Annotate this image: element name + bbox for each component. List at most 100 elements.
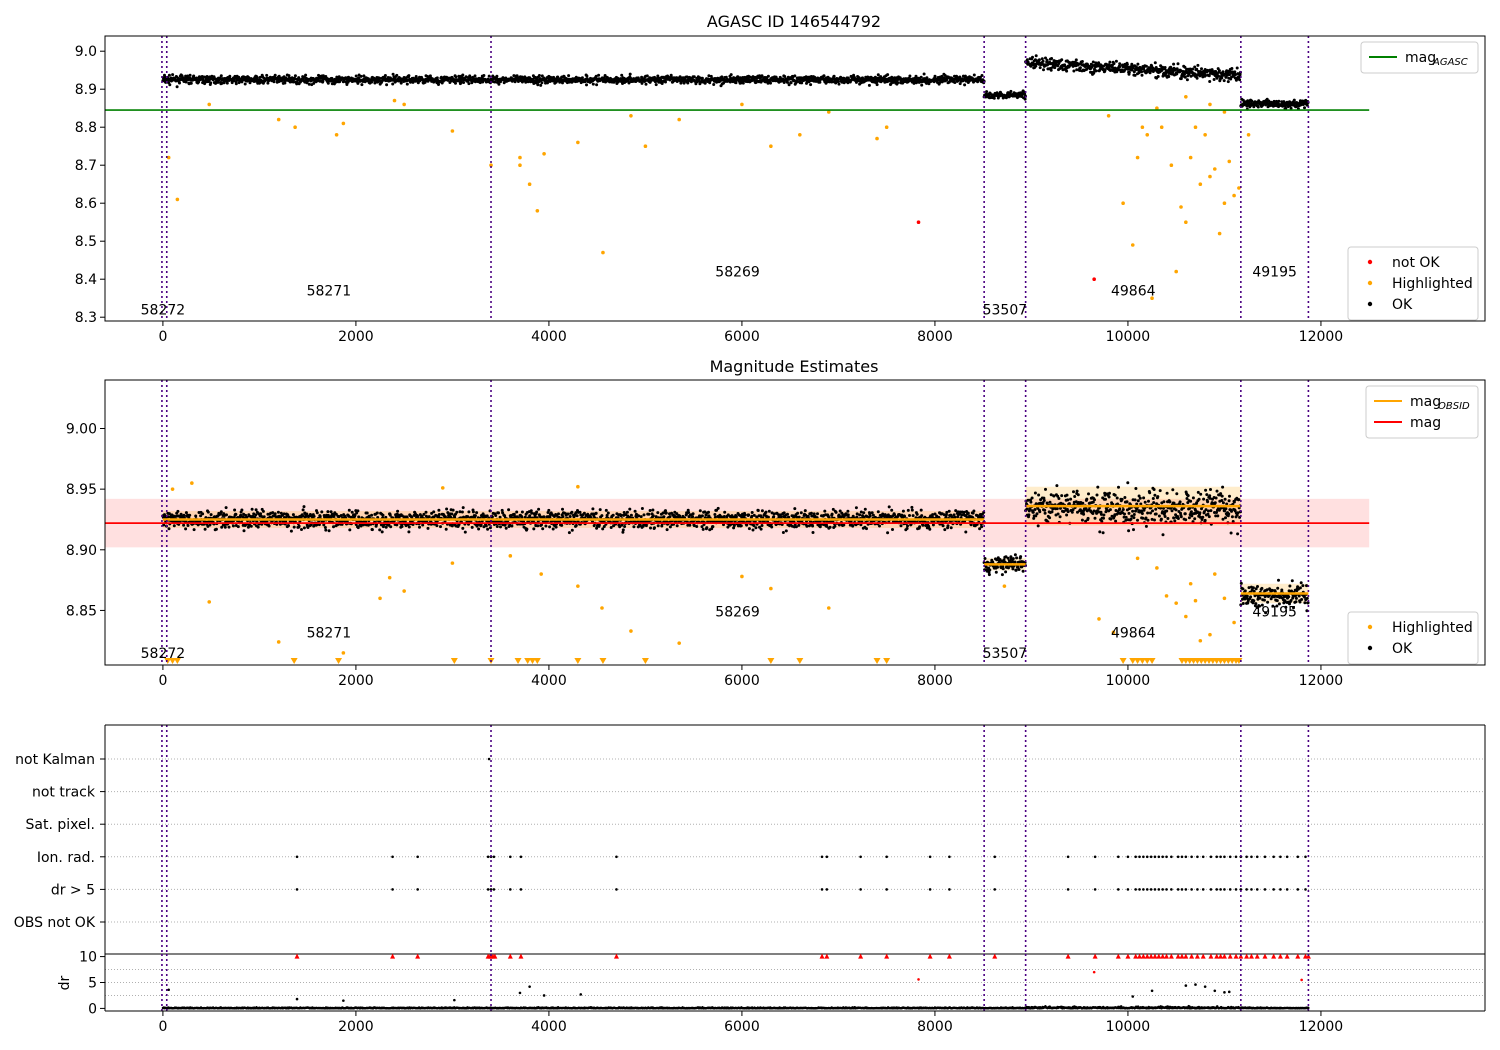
- ok-point: [1044, 56, 1047, 60]
- ok-point: [1153, 61, 1157, 65]
- ok-point: [209, 513, 213, 517]
- ok-point: [389, 525, 393, 529]
- ok-point: [980, 525, 984, 529]
- highlighted-point: [1155, 106, 1159, 110]
- ok-point: [312, 81, 316, 85]
- ok-point: [312, 514, 316, 518]
- ok-point: [273, 512, 277, 516]
- ok-point: [575, 514, 579, 518]
- ok-point: [197, 80, 201, 84]
- ok-point: [350, 510, 354, 514]
- ok-point: [378, 76, 382, 80]
- ok-point: [167, 515, 171, 519]
- ok-point: [362, 74, 366, 78]
- ok-point: [1292, 98, 1296, 102]
- ok-point: [315, 511, 319, 515]
- ok-point: [227, 525, 231, 529]
- ok-point: [384, 515, 388, 519]
- ok-point: [797, 515, 801, 519]
- ok-point: [537, 507, 541, 511]
- ok-point: [255, 76, 259, 80]
- ok-point: [458, 510, 462, 514]
- ok-point: [876, 510, 880, 514]
- ok-point: [789, 81, 793, 85]
- ok-point: [189, 81, 193, 85]
- ok-point: [897, 513, 901, 516]
- ok-point: [752, 524, 756, 528]
- ok-point: [708, 81, 712, 85]
- ok-point: [242, 529, 246, 533]
- ok-point: [332, 525, 335, 529]
- ok-point: [1065, 69, 1069, 73]
- highlighted-point: [1198, 182, 1203, 186]
- ok-point: [531, 74, 535, 78]
- ok-point: [199, 514, 203, 518]
- highlighted-point: [826, 110, 831, 114]
- ok-point: [966, 511, 970, 515]
- ok-point: [906, 524, 909, 528]
- ok-point: [686, 508, 690, 512]
- highlighted-point: [576, 140, 580, 145]
- ok-point: [209, 81, 213, 85]
- highlighted-point: [1222, 201, 1227, 205]
- highlighted-point: [601, 250, 605, 255]
- ok-point: [482, 525, 486, 529]
- highlighted-point: [1212, 167, 1217, 171]
- ok-point: [453, 515, 457, 519]
- ok-point: [407, 525, 411, 529]
- ok-point: [487, 74, 491, 78]
- ok-point: [1104, 62, 1108, 66]
- ok-point: [375, 511, 379, 515]
- ok-point: [427, 515, 431, 519]
- ok-point: [688, 523, 692, 527]
- ok-point: [1200, 67, 1203, 71]
- ok-point: [920, 514, 924, 518]
- ok-point: [713, 515, 717, 519]
- ok-point: [842, 523, 846, 527]
- ok-point: [504, 526, 508, 530]
- ok-point: [1009, 89, 1013, 93]
- ok-point: [1125, 63, 1129, 66]
- ok-point: [1234, 73, 1238, 76]
- ok-point: [1238, 78, 1242, 82]
- ok-point: [675, 524, 679, 528]
- ok-point: [1023, 97, 1027, 101]
- ok-point: [259, 514, 263, 518]
- ok-point: [477, 527, 481, 531]
- ok-point: [1220, 76, 1224, 80]
- panel-title: Magnitude Estimates: [710, 357, 879, 376]
- highlighted-point: [293, 125, 297, 129]
- ok-point: [656, 74, 660, 78]
- ok-point: [253, 515, 257, 519]
- ok-point: [580, 76, 584, 80]
- ok-point: [842, 81, 846, 85]
- ok-point: [1237, 75, 1241, 79]
- ok-point: [862, 511, 866, 515]
- ok-point: [620, 73, 624, 77]
- highlighted-point: [1188, 155, 1193, 160]
- ok-point: [628, 507, 632, 511]
- highlighted-point: [677, 117, 681, 122]
- ok-point: [1163, 66, 1167, 69]
- highlighted-point: [1217, 231, 1222, 236]
- ok-point: [766, 74, 770, 78]
- ok-point: [423, 80, 427, 84]
- ok-point: [653, 526, 656, 530]
- ok-point: [875, 83, 879, 87]
- ok-point: [320, 510, 324, 514]
- highlighted-point: [1203, 133, 1207, 137]
- ok-point: [632, 525, 636, 529]
- ok-point: [825, 524, 829, 528]
- x-tick-label: 8000: [917, 329, 953, 345]
- ok-point: [830, 512, 834, 516]
- ok-point: [879, 75, 883, 79]
- ok-point: [503, 523, 507, 527]
- ok-point: [905, 527, 909, 530]
- ok-point: [556, 75, 560, 79]
- highlighted-point: [542, 152, 546, 156]
- ok-point: [619, 513, 623, 517]
- ok-point: [307, 82, 311, 86]
- ok-point: [644, 524, 648, 528]
- ok-point: [640, 81, 644, 85]
- ok-point: [654, 83, 658, 87]
